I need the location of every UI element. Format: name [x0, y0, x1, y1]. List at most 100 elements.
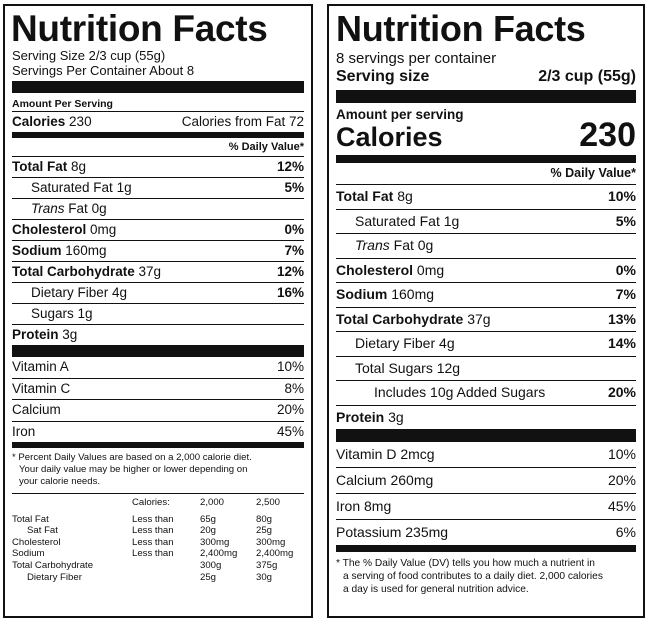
dv-table-row: Sodium Less than 2,400mg 2,400mg: [12, 548, 304, 560]
dv-table-header: Calories: 2,000 2,500: [12, 497, 304, 509]
new-nutrient-row: Cholesterol 0mg 0%: [336, 257, 636, 283]
footnote-line: a serving of food contributes to a daily…: [343, 570, 603, 582]
old-medium-divider: [12, 132, 304, 138]
dv-table-row: Total Carbohydrate 300g 375g: [12, 560, 304, 572]
vitamin-name: Vitamin C: [12, 380, 71, 396]
vitamin-name: Calcium 260mg: [336, 472, 434, 488]
new-nutrition-label: Nutrition Facts 8 servings per container…: [327, 4, 645, 618]
new-nutrient-row: Total Fat 8g 10%: [336, 184, 636, 209]
nutrient-amount: 3g: [388, 408, 404, 425]
dv-table-cell: 300mg: [200, 536, 230, 548]
dv-table-cell: [132, 560, 200, 572]
old-label-title: Nutrition Facts: [11, 8, 268, 49]
old-nutrient-row: Dietary Fiber 4g 16%: [12, 282, 304, 303]
nutrient-name-suffix: Fat: [393, 237, 414, 253]
new-nutrient-row: Dietary Fiber 4g 14%: [336, 331, 636, 356]
old-nutrient-row: Protein 3g: [12, 324, 304, 345]
new-servings-per-container: 8 servings per container: [336, 50, 497, 67]
dv-table-cell: Less than: [132, 525, 174, 537]
nutrient-dv: 16%: [276, 285, 304, 300]
dv-table-cell: Less than: [132, 536, 174, 548]
new-nutrient-row: Sodium 160mg 7%: [336, 282, 636, 307]
vitamin-dv: 45%: [607, 498, 636, 514]
new-footnote: * The % Daily Value (DV) tells you how m…: [336, 558, 636, 596]
nutrient-name: Dietary Fiber: [355, 335, 436, 351]
vitamin-dv: 10%: [276, 359, 304, 374]
nutrient-name: Trans: [355, 237, 390, 253]
vitamin-name: Iron 8mg: [336, 498, 392, 514]
nutrient-amount: 37g: [138, 264, 162, 279]
new-calories-label: Calories: [336, 122, 443, 152]
nutrient-amount: 1g: [443, 212, 460, 229]
old-footnote-divider: [12, 493, 304, 494]
new-amount-per-serving: Amount per serving: [336, 107, 464, 122]
dv-table-cell: 300mg: [256, 536, 286, 548]
nutrient-amount: 4g: [112, 285, 128, 300]
old-calories-value: 230: [69, 114, 92, 129]
dv-table-cell: 65g: [200, 513, 217, 525]
old-nutrient-row: Cholesterol 0mg 0%: [12, 219, 304, 240]
old-daily-value-table: Calories: 2,000 2,500 Total Fat Less tha…: [12, 497, 304, 583]
nutrient-name: Total Fat: [336, 188, 394, 204]
nutrient-amount: 37g: [467, 310, 491, 327]
nutrient-dv: 10%: [607, 188, 636, 204]
new-medium-divider-footnote: [336, 545, 636, 552]
dv-table-cell: Total Carbohydrate: [12, 559, 94, 571]
nutrient-amount: 160mg: [391, 286, 435, 302]
old-daily-value-header: % Daily Value*: [228, 141, 304, 153]
nutrient-name-suffix: Fat: [68, 201, 88, 216]
nutrient-dv: 13%: [607, 310, 636, 327]
old-medium-divider-footnote: [12, 442, 304, 448]
new-nutrient-row: Total Carbohydrate 37g 13%: [336, 306, 636, 332]
footnote-line: a day is used for general nutrition advi…: [343, 583, 529, 595]
nutrient-dv: 0%: [284, 222, 304, 237]
old-vitamin-row: Vitamin A 10%: [12, 357, 304, 378]
footnote-line: Your daily value may be higher or lower …: [19, 464, 248, 475]
dv-table-cell: 300g: [200, 559, 222, 571]
old-serving-size: Serving Size 2/3 cup (55g): [12, 48, 166, 63]
old-nutrient-row: Total Carbohydrate 37g 12%: [12, 261, 304, 282]
dv-table-cell: Calories:: [132, 497, 170, 508]
dv-table-cell: [12, 497, 132, 509]
old-nutrient-row: Saturated Fat 1g 5%: [12, 177, 304, 198]
new-medium-divider: [336, 155, 636, 163]
new-serving-size-row: Serving size 2/3 cup (55g): [336, 67, 636, 87]
vitamin-name: Potassium 235mg: [336, 524, 449, 540]
dv-table-cell: 2,400mg: [200, 548, 238, 560]
nutrient-name: Protein: [12, 327, 59, 342]
nutrient-dv: 7%: [615, 286, 636, 302]
vitamin-dv: 10%: [607, 446, 636, 462]
new-label-title: Nutrition Facts: [336, 8, 586, 49]
old-vitamin-row: Vitamin C 8%: [12, 377, 304, 400]
nutrient-name: Dietary Fiber: [31, 285, 109, 300]
nutrient-dv: 14%: [607, 335, 636, 351]
vitamin-name: Vitamin D 2mcg: [336, 446, 435, 462]
new-calories-row: Calories 230: [336, 118, 636, 152]
new-vitamin-row: Vitamin D 2mcg 10%: [336, 442, 636, 467]
new-nutrient-row: Total Sugars 12g: [336, 355, 636, 381]
nutrient-name: Cholesterol: [336, 261, 414, 278]
dv-table-cell: Sodium: [12, 548, 45, 560]
nutrient-amount: 0g: [91, 201, 107, 216]
old-thick-divider-top: [12, 81, 304, 93]
dv-table-cell: Dietary Fiber: [27, 571, 82, 583]
new-thick-divider-vitamins: [336, 429, 636, 442]
dv-table-cell: 2,000: [200, 497, 225, 508]
old-servings-per-container: Servings Per Container About 8: [12, 63, 195, 78]
vitamin-dv: 20%: [276, 402, 304, 417]
nutrient-amount: 8g: [71, 159, 87, 174]
nutrient-amount: 4g: [439, 335, 455, 351]
dv-table-cell: Sat Fat: [27, 525, 58, 537]
dv-table-row: Sat Fat Less than 20g 25g: [12, 525, 304, 537]
nutrient-amount: 3g: [62, 327, 78, 342]
nutrient-amount: 12g: [436, 359, 461, 376]
nutrient-name: Total Carbohydrate: [336, 310, 464, 327]
dv-table-row: Total Fat Less than 65g 80g: [12, 514, 304, 526]
new-nutrient-row: Includes 10g Added Sugars 20%: [336, 380, 636, 405]
old-footnote: * Percent Daily Values are based on a 2,…: [12, 452, 304, 488]
nutrient-name: Total Carbohydrate: [12, 264, 135, 279]
old-amount-per-serving: Amount Per Serving: [12, 98, 113, 110]
dv-table-cell: 30g: [256, 571, 273, 583]
new-vitamin-row: Calcium 260mg 20%: [336, 467, 636, 493]
nutrient-dv: 5%: [284, 180, 304, 195]
